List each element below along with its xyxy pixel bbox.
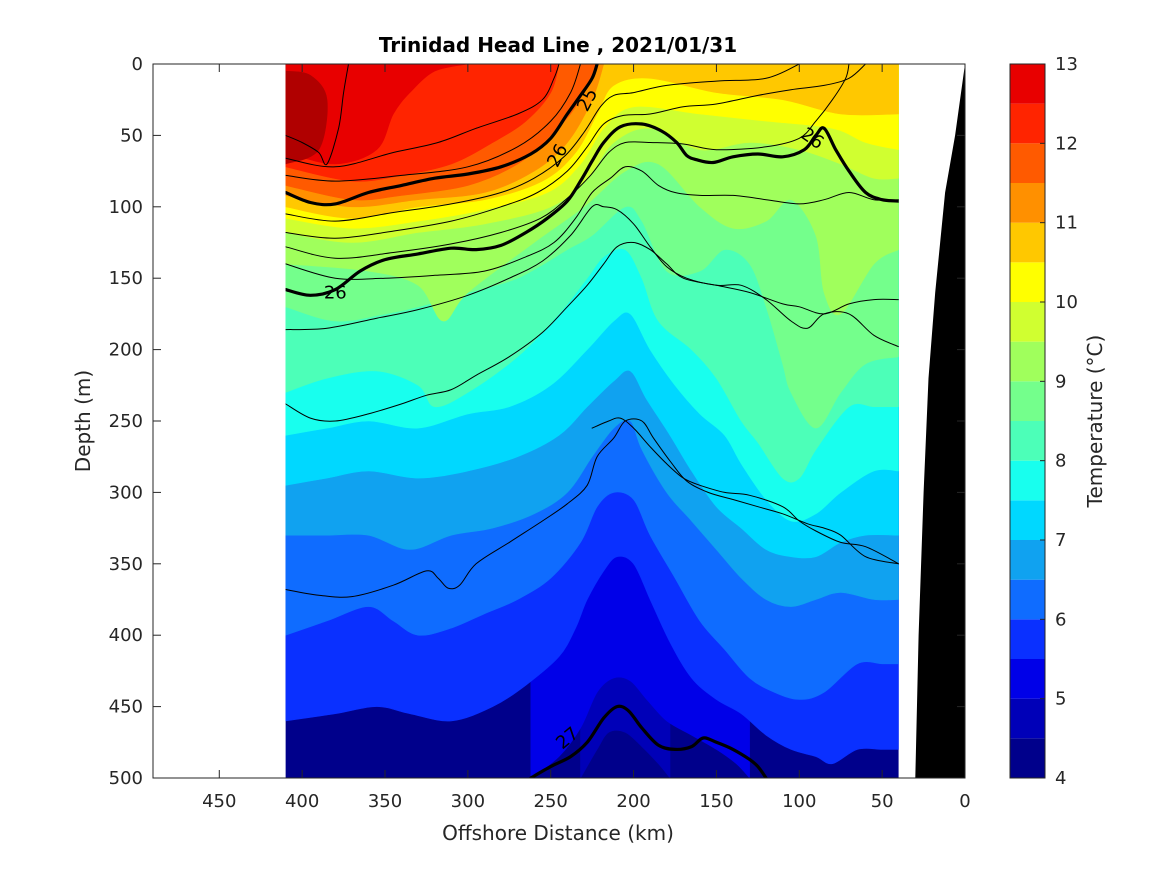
colorbar-swatch-7.5 xyxy=(1010,460,1045,501)
colorbar-swatch-6 xyxy=(1010,579,1045,620)
x-axis-label: Offshore Distance (km) xyxy=(442,821,674,845)
y-tick-label: 100 xyxy=(109,197,143,218)
y-tick-label: 250 xyxy=(109,411,143,432)
colorbar-swatch-10.5 xyxy=(1010,222,1045,263)
density-contour-thin-9 xyxy=(285,166,899,280)
x-tick-label: 400 xyxy=(285,791,319,812)
density-contour-thin-5 xyxy=(285,64,800,222)
y-tick-label: 500 xyxy=(109,768,143,789)
density-contour-thin-11 xyxy=(285,241,899,422)
density-contour-26 xyxy=(285,122,899,297)
seafloor-bathymetry xyxy=(915,64,965,778)
colorbar-frame xyxy=(1009,63,1046,779)
colorbar: 4 5 6 7 8 9 10 11 12 13 xyxy=(1009,54,1078,789)
colorbar-tick-label: 7 xyxy=(1055,530,1066,551)
density-contour-thin-13 xyxy=(591,417,899,565)
colorbar-tick-label: 8 xyxy=(1055,451,1066,472)
colorbar-tick-label: 13 xyxy=(1055,54,1078,75)
x-tick-label: 250 xyxy=(534,791,568,812)
colorbar-tick-label: 5 xyxy=(1055,689,1066,710)
colorbar-tick-label: 6 xyxy=(1055,609,1066,630)
colorbar-swatch-5.5 xyxy=(1010,619,1045,659)
density-contour-thin-12 xyxy=(285,418,899,598)
x-tick-label: 450 xyxy=(202,791,236,812)
density-contour-layer xyxy=(285,64,899,778)
x-tick-label: 0 xyxy=(959,791,970,812)
x-axis: 450 400 350 300 250 200 150 100 50 0 xyxy=(202,64,971,812)
colorbar-swatch-10 xyxy=(1010,262,1045,302)
temp-band-12.5 xyxy=(285,64,469,165)
temp-band-13 xyxy=(285,64,328,165)
density-contour-thin-8 xyxy=(285,64,850,259)
colorbar-swatch-8 xyxy=(1010,421,1045,461)
y-tick-label: 350 xyxy=(109,554,143,575)
x-tick-label: 300 xyxy=(451,791,485,812)
x-tick-label: 50 xyxy=(871,791,894,812)
x-tick-label: 200 xyxy=(616,791,650,812)
density-contour-25 xyxy=(285,64,599,207)
x-tick-label: 350 xyxy=(368,791,402,812)
colorbar-swatch-9.5 xyxy=(1010,302,1045,342)
density-contour-thin-0 xyxy=(285,64,349,166)
x-tick-label: 100 xyxy=(782,791,816,812)
y-tick-label: 150 xyxy=(109,268,143,289)
y-axis-label: Depth (m) xyxy=(71,370,95,472)
colorbar-swatch-5 xyxy=(1010,659,1045,699)
colorbar-swatch-4 xyxy=(1010,738,1045,778)
colorbar-tick-label: 9 xyxy=(1055,371,1066,392)
colorbar-tick-label: 4 xyxy=(1055,768,1066,789)
y-tick-label: 400 xyxy=(109,625,143,646)
colorbar-swatch-6.5 xyxy=(1010,540,1045,580)
colorbar-tick-label: 12 xyxy=(1055,133,1078,154)
x-tick-label: 150 xyxy=(699,791,733,812)
seafloor-layer xyxy=(915,64,965,778)
contour-label-2: 26 xyxy=(324,283,347,304)
chart-title: Trinidad Head Line , 2021/01/31 xyxy=(379,33,737,57)
colorbar-swatch-8.5 xyxy=(1010,381,1045,421)
colorbar-swatch-9 xyxy=(1010,341,1045,382)
colorbar-tick-label: 11 xyxy=(1055,213,1078,234)
colorbar-swatch-11 xyxy=(1010,183,1045,223)
colorbar-label: Temperature (°C) xyxy=(1083,335,1107,509)
y-tick-label: 0 xyxy=(132,54,143,75)
contour-label-text: 26 xyxy=(324,283,347,304)
colorbar-tick-label: 10 xyxy=(1055,292,1078,313)
y-tick-label: 450 xyxy=(109,697,143,718)
temperature-fill-layer xyxy=(285,64,899,778)
density-contour-27 xyxy=(529,704,768,778)
y-tick-label: 300 xyxy=(109,482,143,503)
y-tick-label: 200 xyxy=(109,340,143,361)
y-tick-label: 50 xyxy=(120,125,143,146)
colorbar-swatch-4.5 xyxy=(1010,698,1045,739)
colorbar-swatch-7 xyxy=(1010,500,1045,540)
y-axis: 0 50 100 150 200 250 300 350 400 450 500 xyxy=(109,54,965,789)
density-contour-thin-6 xyxy=(285,64,867,239)
density-contour-thin-10 xyxy=(285,204,899,348)
colorbar-swatch-12 xyxy=(1010,103,1045,144)
colorbar-swatch-11.5 xyxy=(1010,143,1045,183)
density-contour-thin-2 xyxy=(285,64,581,182)
colorbar-swatch-12.5 xyxy=(1010,64,1045,104)
density-contour-thin-1 xyxy=(285,64,560,168)
